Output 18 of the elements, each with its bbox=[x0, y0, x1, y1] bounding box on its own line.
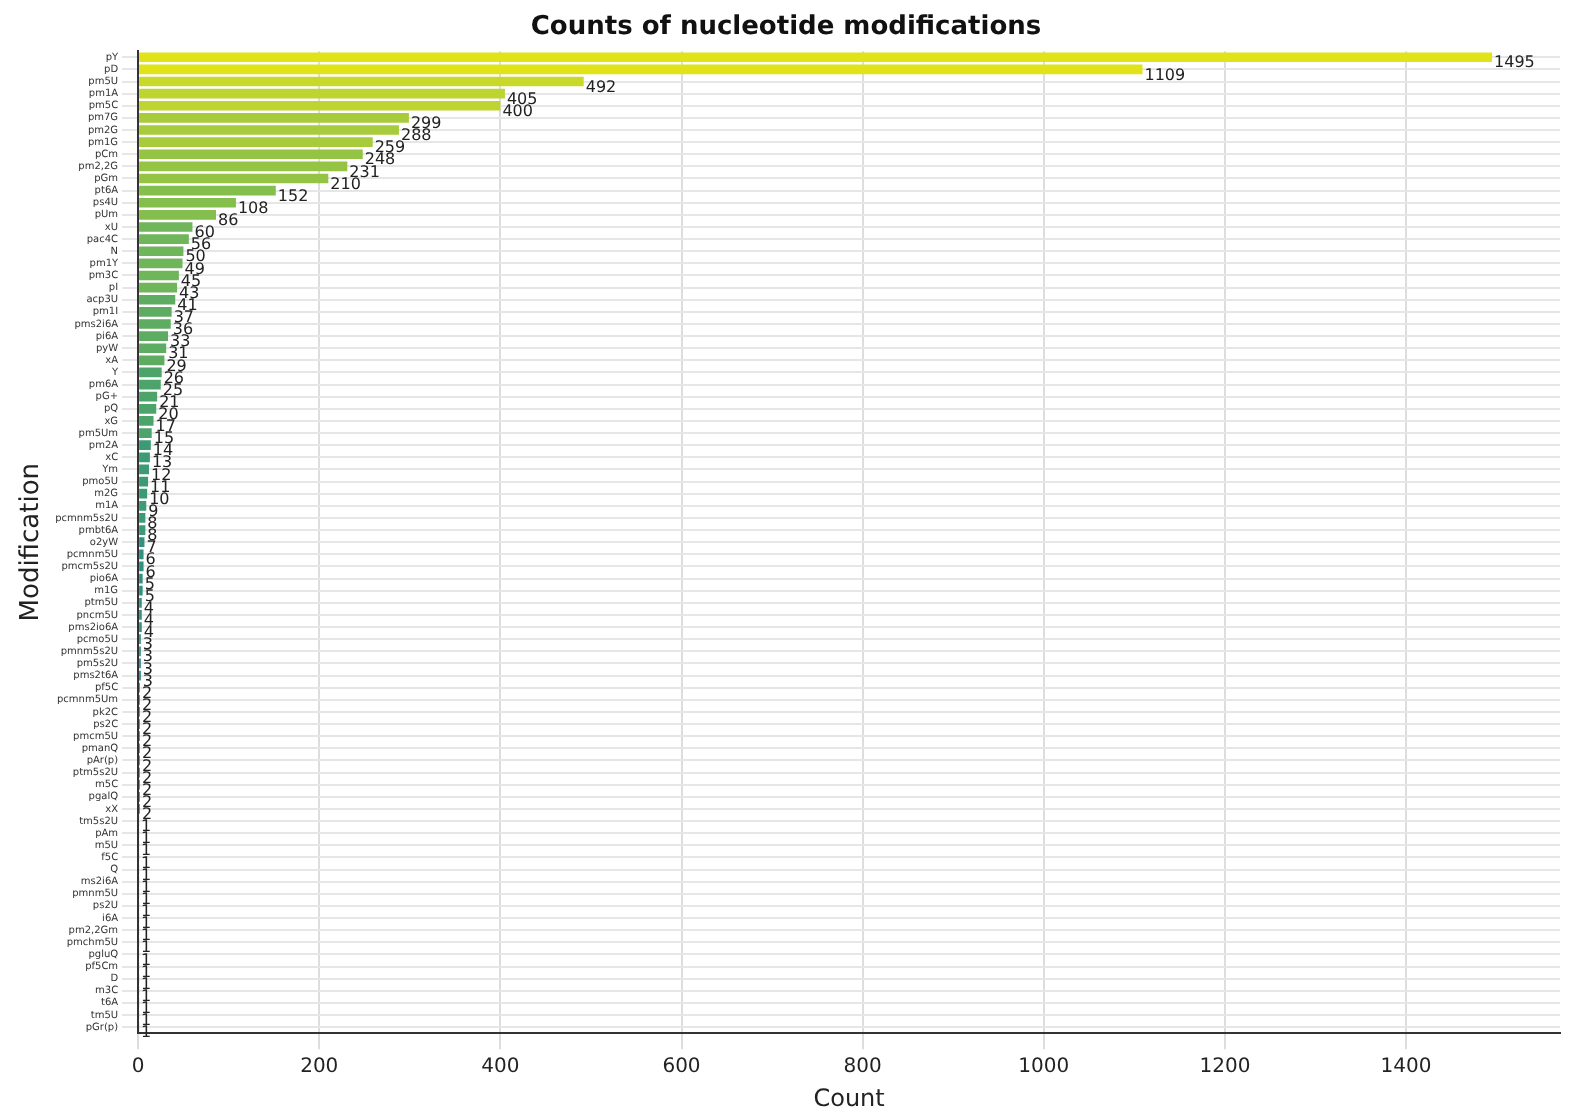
data-label: 152 bbox=[277, 186, 309, 205]
x-tick-label: 0 bbox=[131, 1056, 145, 1079]
data-label: 86 bbox=[218, 211, 239, 230]
y-axis-title: Modification bbox=[16, 462, 47, 622]
data-label: 1495 bbox=[1494, 53, 1535, 72]
x-tick-label: 400 bbox=[481, 1056, 520, 1079]
data-label: 1109 bbox=[1144, 65, 1186, 84]
x-tick-label: 800 bbox=[843, 1056, 882, 1079]
x-tick-label: 1400 bbox=[1380, 1056, 1432, 1079]
x-tick-label: 1200 bbox=[1199, 1056, 1251, 1079]
x-tick-label: 1000 bbox=[1018, 1056, 1070, 1079]
x-tick-label: 200 bbox=[300, 1056, 339, 1079]
x-tick-label: 600 bbox=[662, 1056, 701, 1079]
chart-title: Counts of nucleotide modifications bbox=[530, 12, 1042, 43]
data-label: 288 bbox=[400, 126, 432, 145]
data-label: 108 bbox=[237, 198, 269, 217]
x-axis-title: Count bbox=[813, 1083, 886, 1112]
data-label: 492 bbox=[585, 77, 617, 96]
